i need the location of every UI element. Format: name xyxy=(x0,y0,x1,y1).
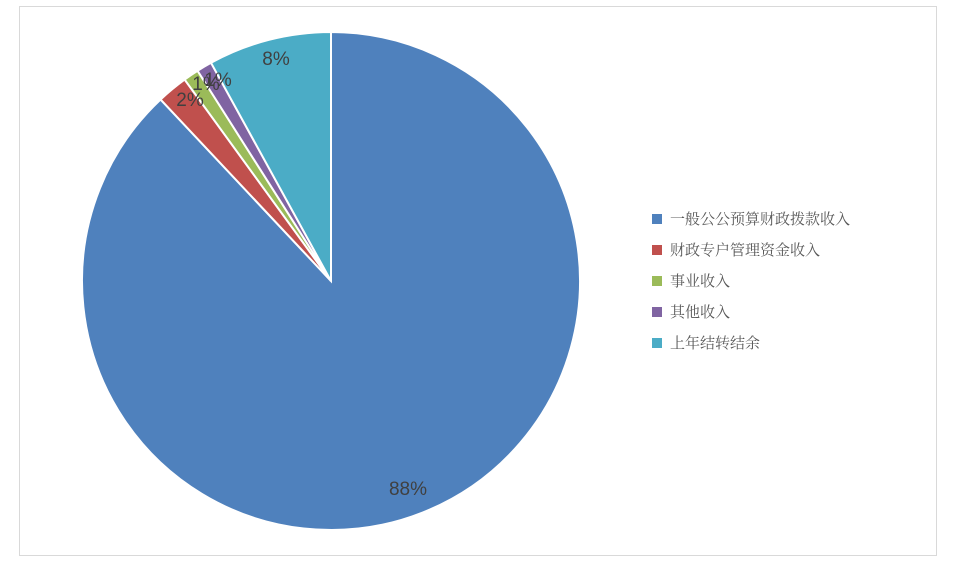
svg-text:1%: 1% xyxy=(204,70,232,91)
svg-text:8%: 8% xyxy=(262,49,290,70)
svg-text:88%: 88% xyxy=(389,479,427,500)
